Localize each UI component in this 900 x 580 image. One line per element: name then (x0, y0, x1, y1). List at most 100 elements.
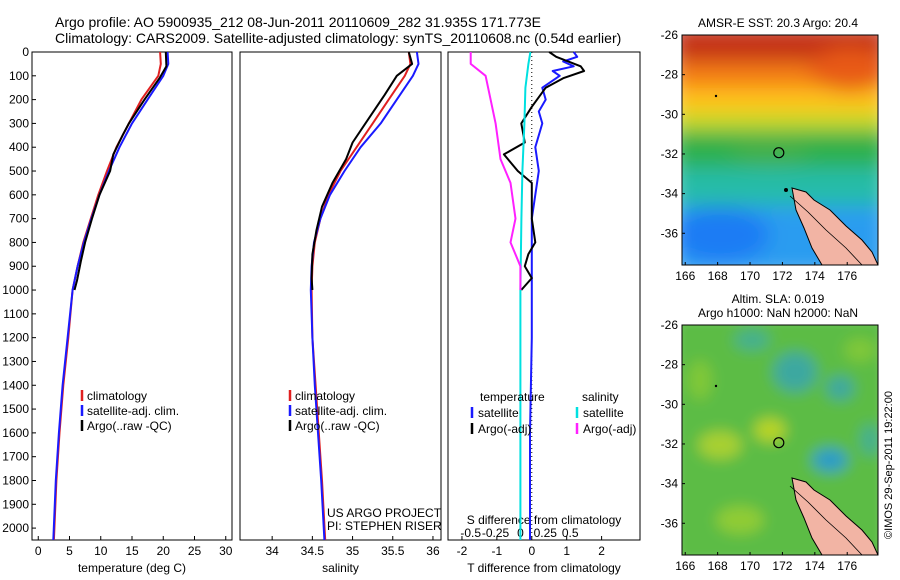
temperature-legend-label: Argo(..raw -QC) (87, 419, 172, 433)
temperature-ytick-label: 100 (9, 69, 29, 83)
difference-xtick-label: 0 (528, 544, 535, 558)
sst-lon-tick-label: 168 (708, 269, 728, 283)
temperature-ytick-label: 1300 (2, 354, 29, 368)
sla-lat-tick-label: -28 (661, 358, 679, 372)
sst-lon-tick-label: 172 (772, 269, 792, 283)
temperature-xtick-label: 5 (66, 544, 73, 558)
temperature-panel: 0 5 10 15 20 25 300100200300400500600700800900… (2, 45, 232, 575)
temperature-ytick-label: 2000 (2, 521, 29, 535)
difference-salinity-tick-label: 0.25 (534, 526, 558, 540)
difference-salinity-tick-label: -0.5 (460, 526, 481, 540)
sst-lon-tick-label: 174 (805, 269, 825, 283)
sla-lon-tick-label: 172 (772, 559, 792, 573)
difference-legend-header-temperature: temperature (480, 390, 545, 404)
salinity-xtick-label: 36 (426, 544, 440, 558)
temperature-xtick-label: 20 (157, 544, 171, 558)
temperature-ytick-label: 400 (9, 140, 29, 154)
sla-lat-tick-label: -36 (661, 516, 679, 530)
salinity-annotation: US ARGO PROJECT (327, 506, 442, 520)
difference-series-salinity-argo-adj (469, 52, 522, 290)
salinity-series-satellite-adj-clim (309, 51, 420, 541)
sst-lon-tick-label: 166 (675, 269, 695, 283)
difference-xtick-label: -1 (492, 544, 503, 558)
difference-legend-label: satellite (478, 406, 519, 420)
sst-lat-tick-label: -30 (661, 107, 679, 121)
salinity-series-argo-raw-qc (310, 51, 414, 291)
difference-xtick-label: 1 (563, 544, 570, 558)
temperature-ytick-label: 900 (9, 259, 29, 273)
imos-credit: ©IMOS 29-Sep-2011 19:22:00 (883, 391, 895, 539)
sla-lat-tick-label: -34 (661, 477, 679, 491)
salinity-legend-label: Argo(..raw -QC) (295, 419, 380, 433)
sst-coastline (714, 94, 878, 265)
difference-legend-header-salinity: salinity (582, 390, 619, 404)
temperature-xtick-label: 30 (219, 544, 233, 558)
temperature-xtick-label: 25 (188, 544, 202, 558)
temperature-xtick-label: 15 (125, 544, 139, 558)
temperature-xlabel: temperature (deg C) (78, 561, 186, 575)
salinity-xtick-label: 35.5 (381, 544, 405, 558)
temperature-ytick-label: 600 (9, 188, 29, 202)
temperature-ytick-label: 1600 (2, 426, 29, 440)
salinity-xtick-label: 34 (265, 544, 279, 558)
salinity-annotation: PI: STEPHEN RISER (327, 519, 442, 533)
temperature-ytick-label: 0 (22, 45, 29, 59)
sst-argo-location-marker (773, 147, 785, 159)
difference-xtick-label: 2 (598, 544, 605, 558)
difference-salinity-tick-label: 0.5 (562, 526, 579, 540)
sla-argo-location-marker (773, 437, 785, 449)
difference-xlabel: T difference from climatology (467, 561, 621, 575)
temperature-ytick-label: 1800 (2, 473, 29, 487)
sla-map-title-line1: Altim. SLA: 0.019 (732, 292, 825, 306)
difference-xtick-label: -2 (457, 544, 468, 558)
temperature-ytick-label: 1200 (2, 331, 29, 345)
salinity-xlabel: salinity (322, 561, 359, 575)
temperature-axes-frame (31, 51, 233, 541)
sla-map: Altim. SLA: 0.019 Argo h1000: NaN h2000:… (661, 292, 879, 573)
sla-lat-tick-label: -26 (661, 318, 679, 332)
sla-map-title-line2: Argo h1000: NaN h2000: NaN (698, 306, 858, 320)
temperature-ytick-label: 1000 (2, 283, 29, 297)
temperature-ytick-label: 700 (9, 212, 29, 226)
temperature-ytick-label: 1500 (2, 402, 29, 416)
sla-lon-tick-label: 176 (837, 559, 857, 573)
salinity-legend-label: satellite-adj. clim. (295, 404, 387, 418)
difference-top-xlabel: S difference from climatology (467, 513, 622, 527)
sla-lon-tick-label: 168 (708, 559, 728, 573)
temperature-ytick-label: 200 (9, 93, 29, 107)
temperature-xtick-label: 0 (35, 544, 42, 558)
sla-lon-tick-label: 170 (740, 559, 760, 573)
sla-lat-tick-label: -30 (661, 397, 679, 411)
sst-lat-tick-label: -32 (661, 147, 679, 161)
sst-lon-tick-label: 176 (837, 269, 857, 283)
temperature-ytick-label: 1100 (3, 307, 29, 321)
sst-map-title: AMSR-E SST: 20.3 Argo: 20.4 (698, 16, 858, 30)
difference-legend-label: Argo(-adj) (583, 422, 636, 436)
temperature-series-argo-raw-qc (73, 51, 168, 291)
sla-coastline (714, 384, 878, 555)
salinity-xtick-label: 35 (346, 544, 360, 558)
sst-lon-tick-label: 170 (740, 269, 760, 283)
temperature-legend-label: satellite-adj. clim. (87, 404, 179, 418)
difference-legend-label: Argo(-adj) (478, 422, 531, 436)
sla-lat-tick-label: -32 (661, 437, 679, 451)
salinity-panel: 34 34.5 35 35.5 36 salinity climatologysatelli… (239, 51, 442, 575)
temperature-ytick-label: 1900 (2, 497, 29, 511)
salinity-legend-label: climatology (295, 389, 355, 403)
temperature-ytick-label: 800 (9, 235, 29, 249)
sla-lon-tick-label: 174 (805, 559, 825, 573)
figure-title-line2: Climatology: CARS2009. Satellite-adjuste… (55, 30, 622, 46)
difference-salinity-tick-label: -0.25 (482, 526, 510, 540)
salinity-xtick-label: 34.5 (301, 544, 325, 558)
figure-title-line1: Argo profile: AO 5900935_212 08-Jun-2011… (55, 14, 541, 30)
temperature-legend-label: climatology (87, 389, 147, 403)
temperature-ytick-label: 300 (9, 116, 29, 130)
temperature-ytick-label: 1700 (2, 450, 29, 464)
temperature-xtick-label: 10 (94, 544, 108, 558)
difference-series-temperature-argo-adj (502, 51, 586, 291)
sst-map: AMSR-E SST: 20.3 Argo: 20.4 166 168 170 172… (661, 16, 879, 283)
salinity-axes-frame (239, 51, 442, 541)
difference-panel: -2 -1 0 1 2 T difference from climatology S di… (447, 51, 641, 575)
sst-lat-tick-label: -34 (661, 187, 679, 201)
